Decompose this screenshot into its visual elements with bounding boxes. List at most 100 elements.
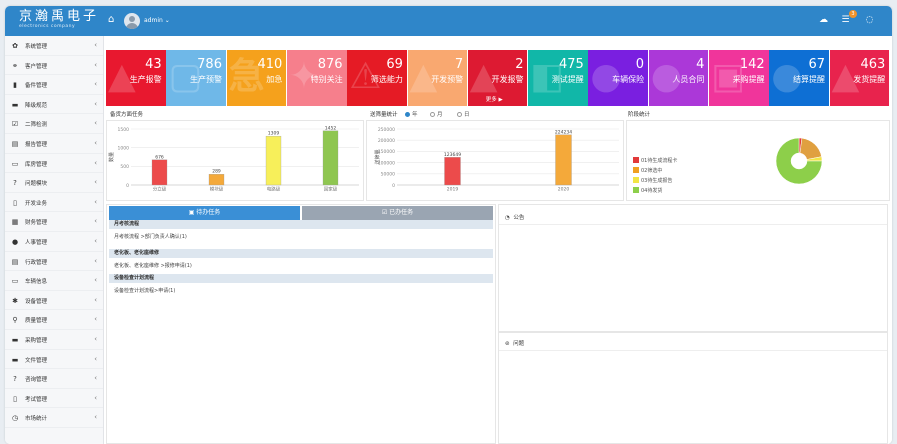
sidebar-item[interactable]: ▬ 降级规范 ‹ [5,95,103,115]
sidebar-item[interactable]: ▤ 报告管理 ‹ [5,134,103,154]
sidebar-item[interactable]: ⚭ 客户管理 ‹ [5,56,103,76]
legend-item: 03待生成报告 [633,177,672,184]
sidebar-item[interactable]: ▬ 文件管理 ‹ [5,350,103,370]
clock-icon: ◷ [11,414,19,423]
alert-tile[interactable]: ▲ 463 发货提醒 [829,50,890,106]
home-icon[interactable]: ⌂ [108,14,115,25]
sidebar-item[interactable]: ? 问题模块 ‹ [5,173,103,193]
laptop-icon: ▭ [11,159,19,168]
pie-slice[interactable] [775,137,823,185]
tile-count: 0 [635,57,645,72]
tile-count: 2 [515,57,524,72]
sidebar-item[interactable]: ▯ 考试管理 ‹ [5,389,103,409]
alert-tile[interactable]: ▣ 142 采购提醒 [709,50,769,106]
tile-label: 开发报警 [491,75,524,84]
chevron-left-icon: ‹ [94,197,97,206]
alert-tile[interactable]: ▲ 43 生产报警 [106,50,166,106]
sidebar-item[interactable]: ▤ 行政管理 ‹ [5,252,103,272]
sidebar-item[interactable]: ▭ 车辆信息 ‹ [5,271,103,291]
chevron-left-icon: ‹ [94,41,97,49]
tile-watermark-icon: ▲ [831,56,860,97]
sidebar-item[interactable]: ✱ 设备管理 ‹ [5,291,103,311]
x-tick-label: 电路级 [267,186,281,193]
sidebar-item[interactable]: ▯ 开发业务 ‹ [5,193,103,213]
stage-chart-panel: 01待生成流程卡 02筛选中 03待生成报告 04待发货 [626,120,890,201]
tile-label: 筛选能力 [370,75,403,84]
tab-todo[interactable]: ▣ 待办任务 [109,206,300,220]
app-window: 京瀚禹电子 electronics company ⌂ admin ⌄ ☁ ☰ … [5,6,892,444]
tab-done[interactable]: ☑ 已办任务 [302,206,493,220]
sidebar-item[interactable]: ▦ 财务管理 ‹ [5,212,103,232]
list-menu-icon[interactable]: ☰ [841,15,850,25]
ratio-bar-chart: 0 50000 100000 150000 200000 250000 送筛量 123649 2… [374,127,619,193]
sidebar-item-label: 报告管理 [25,141,48,148]
user-menu[interactable]: admin ⌄ [144,17,170,24]
legend-item: 02筛选中 [633,167,662,174]
legend-item: 04待发货 [633,187,662,194]
tile-watermark-icon: 急 [228,56,265,97]
alert-tile[interactable]: ◧ 475 测试提醒 [528,50,588,106]
y-tick-label: 100000 [378,160,395,166]
chevron-left-icon: ‹ [94,236,97,245]
sidebar-item[interactable]: ☑ 二筛检测 ‹ [5,114,103,134]
document-icon: ▤ [11,257,19,266]
alert-tile[interactable]: ⚠ 69 筛选能力 [347,50,407,106]
cloud-download-icon[interactable]: ☁ [819,15,828,25]
bar[interactable] [208,174,225,186]
chevron-left-icon: ‹ [94,413,97,422]
task-item[interactable]: 设备检查计划流程>申请(1) [114,288,176,294]
tile-watermark-icon: ✦ [288,56,320,97]
ratio-chart-panel: 0 50000 100000 150000 200000 250000 送筛量 123649 2… [366,120,624,201]
avatar[interactable] [124,13,140,29]
alert-tile[interactable]: ● 4 人员合同 [648,50,709,106]
brand-logo[interactable]: 京瀚禹电子 electronics company [19,10,105,30]
bar-value-label: 289 [212,169,221,175]
bar[interactable] [151,159,168,186]
tile-count: 410 [257,57,283,72]
task-tabs: ▣ 待办任务 ☑ 已办任务 [109,206,493,220]
sidebar-item[interactable]: ▮ 备件管理 ‹ [5,75,103,95]
bar[interactable] [444,157,461,186]
radio-month[interactable]: 月 [430,110,443,118]
bar[interactable] [555,134,572,186]
alert-tile[interactable]: ✦ 876 特别关注 [286,50,347,106]
task-item[interactable]: 月考核流程 >部门负责人确认(1) [114,234,187,240]
bar[interactable] [265,135,282,186]
alert-tile[interactable]: ▢ 786 生产预警 [166,50,226,106]
legend-swatch [633,177,639,183]
sidebar-item-label: 降级规范 [25,102,48,109]
tile-label: 人员合同 [672,75,705,84]
notice-panel: ◔ 公告 [498,204,888,332]
chevron-left-icon: ‹ [94,354,97,363]
radio-year[interactable]: 年 [405,110,418,118]
sidebar-item[interactable]: ▬ 采购管理 ‹ [5,330,103,350]
sidebar-item-label: 问题模块 [25,181,48,188]
sidebar-item[interactable]: ? 咨询管理 ‹ [5,369,103,389]
bar[interactable] [322,130,339,186]
sidebar-item-label: 开发业务 [25,200,48,207]
task-item[interactable]: 老化板、老化座维修 >报修申请(1) [114,263,192,269]
chat-icon[interactable]: ◌ [865,15,874,25]
more-link[interactable]: 更多 ▶ [485,97,503,103]
alert-tile[interactable]: ▲ 7 开发预警 [407,50,468,106]
question-circle-icon: ? [13,375,17,384]
alert-tile[interactable]: ● 67 结算提醒 [769,50,829,106]
alert-tile[interactable]: ● 0 车辆保险 [588,50,649,106]
tile-count: 475 [558,57,584,72]
y-axis-label: 送筛量 [374,149,381,164]
questions-title: 问题 [513,341,525,347]
tile-label: 特别关注 [310,75,343,84]
sidebar-item[interactable]: ▭ 库房管理 ‹ [5,154,103,174]
sidebar-item[interactable]: ◷ 市场统计 ‹ [5,408,103,428]
sidebar-item[interactable]: ✿ 系统管理 ‹ [5,36,103,56]
sidebar-item[interactable]: ⚲ 质量管理 ‹ [5,310,103,330]
sidebar-item-label: 设备管理 [25,298,48,305]
radio-day[interactable]: 日 [457,110,470,118]
chevron-left-icon: ‹ [94,334,97,343]
alert-tile[interactable]: 急 410 加急 [226,50,287,106]
sidebar-item[interactable]: ● 人事管理 ‹ [5,232,103,252]
search-icon: ⚲ [12,316,18,325]
bar-value-label: 224234 [555,129,572,135]
chevron-left-icon: ‹ [94,276,97,285]
alert-tile[interactable]: ▲ 2 开发报警 更多 ▶ [467,50,528,106]
